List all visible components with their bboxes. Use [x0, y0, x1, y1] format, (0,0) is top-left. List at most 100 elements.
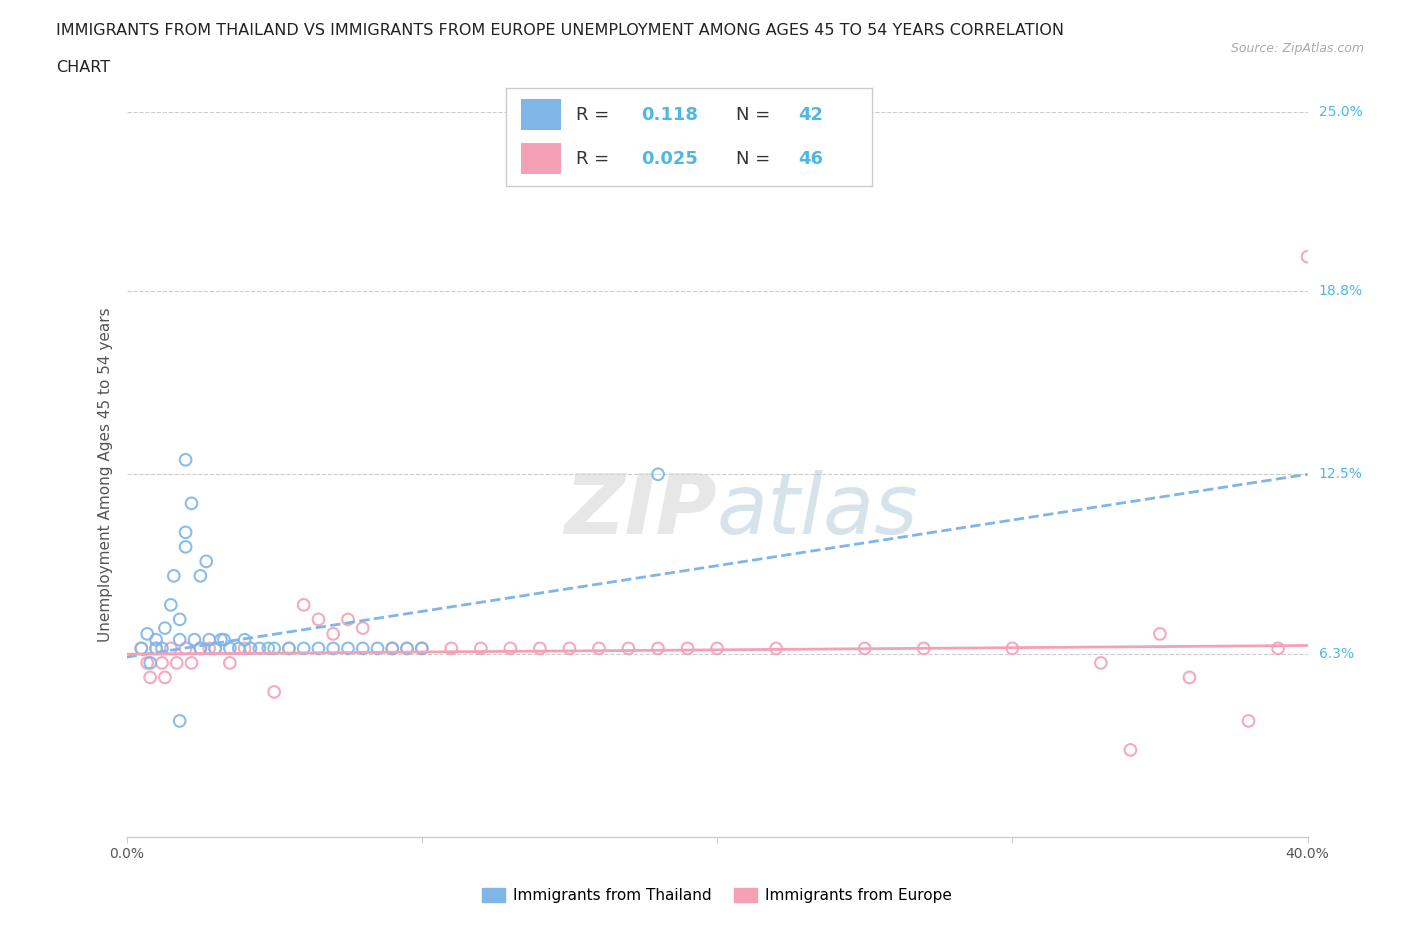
Point: [139, 670, 162, 684]
Point: [159, 641, 183, 656]
Point: [145, 641, 167, 656]
Point: [257, 641, 280, 656]
Point: [180, 656, 202, 671]
Point: [174, 539, 197, 554]
Point: [247, 641, 270, 656]
Point: [558, 641, 581, 656]
Point: [174, 452, 197, 467]
Text: 46: 46: [799, 150, 824, 167]
Text: N =: N =: [737, 106, 776, 124]
Point: [322, 641, 344, 656]
Point: [180, 496, 202, 511]
Y-axis label: Unemployment Among Ages 45 to 54 years: Unemployment Among Ages 45 to 54 years: [97, 307, 112, 642]
Point: [352, 641, 374, 656]
Point: [145, 632, 167, 647]
Point: [209, 632, 232, 647]
Point: [366, 641, 388, 656]
Point: [588, 641, 610, 656]
Point: [292, 597, 315, 612]
Point: [228, 641, 250, 656]
Point: [499, 641, 522, 656]
Point: [263, 684, 285, 699]
Point: [617, 641, 640, 656]
Point: [145, 641, 167, 656]
Point: [204, 641, 226, 656]
Point: [765, 641, 787, 656]
Point: [136, 627, 159, 642]
Point: [174, 525, 197, 539]
Point: [706, 641, 728, 656]
Point: [233, 641, 256, 656]
Bar: [520, 100, 561, 130]
Point: [440, 641, 463, 656]
Point: [163, 568, 186, 583]
Point: [307, 612, 329, 627]
Point: [198, 641, 221, 656]
Text: R =: R =: [575, 106, 614, 124]
Point: [136, 656, 159, 671]
Point: [1296, 249, 1319, 264]
Text: 12.5%: 12.5%: [1319, 467, 1362, 482]
Point: [263, 641, 285, 656]
Point: [529, 641, 551, 656]
Point: [411, 641, 433, 656]
Point: [337, 641, 360, 656]
Point: [239, 641, 262, 656]
Point: [381, 641, 404, 656]
Point: [153, 670, 176, 684]
Point: [1090, 656, 1112, 671]
Point: [1001, 641, 1024, 656]
Point: [411, 641, 433, 656]
Point: [159, 597, 183, 612]
Point: [292, 641, 315, 656]
Point: [1267, 641, 1289, 656]
Point: [1119, 742, 1142, 757]
Text: 6.3%: 6.3%: [1319, 647, 1354, 661]
Point: [396, 641, 419, 656]
Point: [912, 641, 935, 656]
Point: [647, 641, 669, 656]
Point: [129, 641, 153, 656]
Bar: [520, 143, 561, 174]
Point: [139, 656, 162, 671]
Point: [174, 641, 197, 656]
Point: [381, 641, 404, 656]
Legend: Immigrants from Thailand, Immigrants from Europe: Immigrants from Thailand, Immigrants fro…: [477, 882, 957, 910]
Point: [198, 632, 221, 647]
Point: [396, 641, 419, 656]
Point: [278, 641, 301, 656]
Text: IMMIGRANTS FROM THAILAND VS IMMIGRANTS FROM EUROPE UNEMPLOYMENT AMONG AGES 45 TO: IMMIGRANTS FROM THAILAND VS IMMIGRANTS F…: [56, 23, 1064, 38]
Text: 0.118: 0.118: [641, 106, 699, 124]
Point: [188, 641, 211, 656]
Point: [278, 641, 301, 656]
Point: [195, 554, 218, 569]
Point: [183, 632, 205, 647]
Point: [676, 641, 699, 656]
Point: [150, 656, 173, 671]
Point: [853, 641, 876, 656]
Point: [1237, 713, 1260, 728]
Point: [352, 620, 374, 635]
Point: [150, 641, 173, 656]
Text: atlas: atlas: [717, 470, 918, 551]
Point: [212, 632, 235, 647]
Point: [219, 656, 242, 671]
Point: [129, 641, 153, 656]
Point: [219, 641, 242, 656]
Point: [322, 627, 344, 642]
Text: R =: R =: [575, 150, 614, 167]
Text: ZIP: ZIP: [564, 470, 717, 551]
Point: [470, 641, 492, 656]
Point: [188, 641, 211, 656]
Text: N =: N =: [737, 150, 776, 167]
Text: 25.0%: 25.0%: [1319, 104, 1362, 119]
Point: [1178, 670, 1201, 684]
Point: [169, 713, 191, 728]
Point: [233, 632, 256, 647]
Point: [647, 467, 669, 482]
Text: 0.025: 0.025: [641, 150, 699, 167]
Text: 18.8%: 18.8%: [1319, 285, 1362, 299]
Text: CHART: CHART: [56, 60, 110, 75]
Text: Source: ZipAtlas.com: Source: ZipAtlas.com: [1230, 42, 1364, 55]
Point: [169, 632, 191, 647]
